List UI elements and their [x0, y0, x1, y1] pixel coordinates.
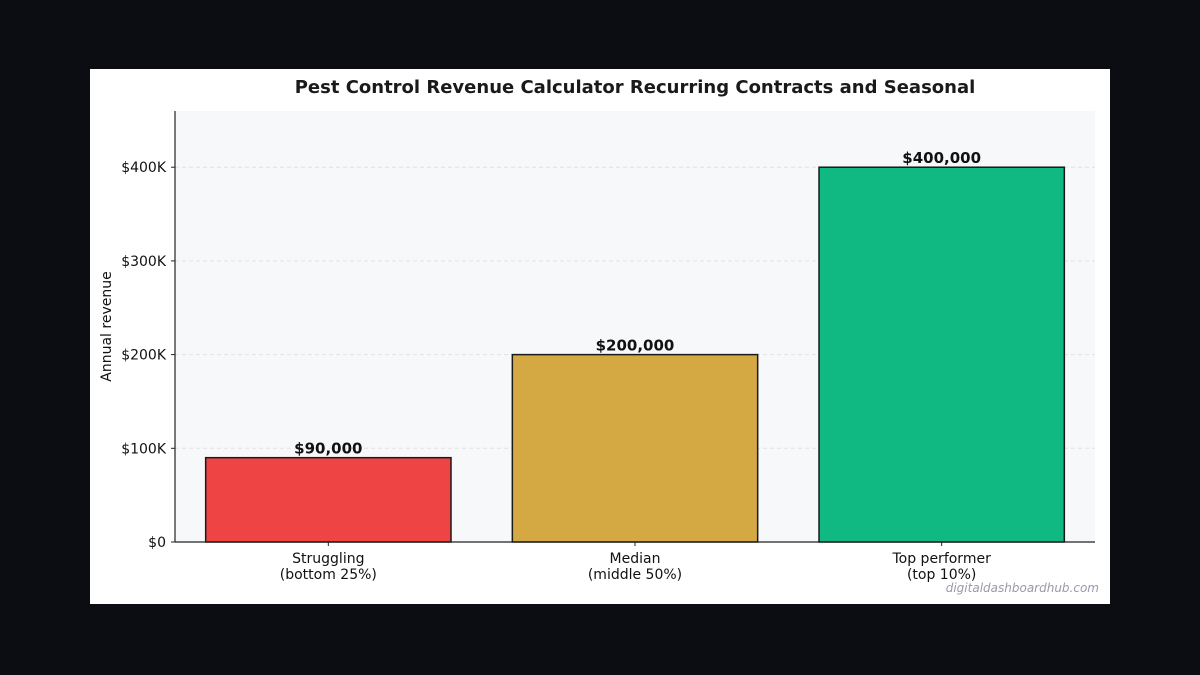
bar-chart: $0 $100K $200K $300K $400K $90,000 Struggling… [99, 77, 1099, 595]
bar-2 [511, 353, 759, 543]
x-tick-label-line: Top performer [891, 551, 991, 567]
x-tick-label-line: (top 10%) [907, 567, 976, 583]
x-tick-label-line: (middle 50%) [588, 567, 682, 583]
y-tick-label: $400K [121, 160, 167, 176]
chart-card: $0 $100K $200K $300K $400K $90,000 Struggling… [90, 69, 1110, 604]
x-tick-label-line: (bottom 25%) [280, 567, 377, 583]
y-tick-label: $200K [121, 348, 167, 364]
bar-value-label: $200,000 [596, 337, 675, 355]
bar-3 [818, 166, 1066, 543]
x-tick-label-line: Struggling [292, 551, 364, 567]
bar-1 [204, 456, 452, 543]
y-axis-label: Annual revenue [99, 271, 115, 381]
labels: $90,000 Struggling (bottom 25%) $200,000 Med… [280, 149, 991, 583]
x-tick-label-line: Median [610, 551, 661, 567]
bar-value-label: $400,000 [902, 149, 981, 167]
x-tick-label: Top performer (top 10%) [891, 551, 991, 583]
y-tick-label: $0 [148, 535, 166, 551]
x-tick-label: Median (middle 50%) [588, 551, 682, 583]
y-tick-label: $100K [121, 441, 167, 457]
axes: $0 $100K $200K $300K $400K [121, 111, 1095, 551]
x-tick-label: Struggling (bottom 25%) [280, 551, 377, 583]
y-tick-label: $300K [121, 254, 167, 270]
bars [204, 166, 1066, 543]
watermark: digitaldashboardhub.com [946, 581, 1099, 595]
bar-value-label: $90,000 [294, 440, 362, 458]
chart-title: Pest Control Revenue Calculator Recurrin… [295, 77, 976, 98]
